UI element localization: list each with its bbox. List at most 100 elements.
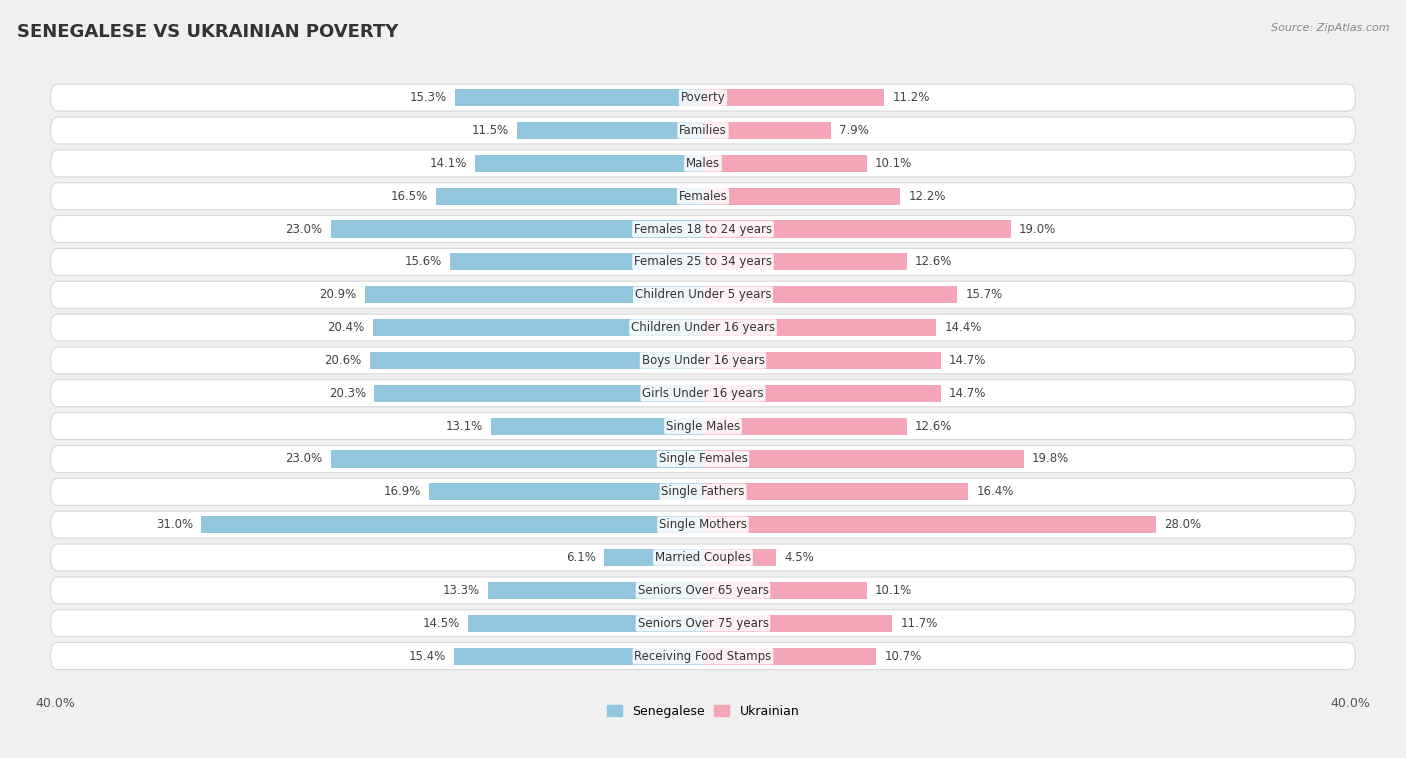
Text: 12.6%: 12.6% [915, 255, 952, 268]
Text: 20.9%: 20.9% [319, 288, 357, 301]
Text: Children Under 5 years: Children Under 5 years [634, 288, 772, 301]
Text: 23.0%: 23.0% [285, 223, 322, 236]
Text: 16.9%: 16.9% [384, 485, 422, 498]
Text: Single Mothers: Single Mothers [659, 518, 747, 531]
Text: 14.1%: 14.1% [429, 157, 467, 170]
Text: Females: Females [679, 190, 727, 202]
Bar [373, 319, 703, 336]
FancyBboxPatch shape [51, 84, 1355, 111]
Bar [703, 418, 907, 434]
FancyBboxPatch shape [51, 446, 1355, 472]
Bar [436, 188, 703, 205]
Bar [703, 549, 776, 566]
Text: 4.5%: 4.5% [785, 551, 814, 564]
Bar [703, 352, 941, 369]
Text: 15.4%: 15.4% [408, 650, 446, 662]
Text: 12.6%: 12.6% [915, 420, 952, 433]
Bar [703, 155, 866, 172]
FancyBboxPatch shape [51, 281, 1355, 309]
Text: 20.6%: 20.6% [325, 354, 361, 367]
FancyBboxPatch shape [51, 150, 1355, 177]
Bar [703, 647, 876, 665]
Text: 14.5%: 14.5% [423, 617, 460, 630]
Bar [703, 221, 1011, 237]
Bar [703, 516, 1156, 533]
Text: 31.0%: 31.0% [156, 518, 193, 531]
Text: 14.7%: 14.7% [949, 354, 987, 367]
Bar [605, 549, 703, 566]
Text: 13.3%: 13.3% [443, 584, 479, 597]
Text: 19.8%: 19.8% [1032, 453, 1069, 465]
FancyBboxPatch shape [51, 478, 1355, 506]
Text: Females 18 to 24 years: Females 18 to 24 years [634, 223, 772, 236]
Text: Families: Families [679, 124, 727, 137]
Text: 6.1%: 6.1% [567, 551, 596, 564]
Text: 14.7%: 14.7% [949, 387, 987, 399]
Text: SENEGALESE VS UKRAINIAN POVERTY: SENEGALESE VS UKRAINIAN POVERTY [17, 23, 398, 41]
Text: 11.7%: 11.7% [900, 617, 938, 630]
FancyBboxPatch shape [51, 544, 1355, 571]
Bar [330, 221, 703, 237]
Bar [374, 385, 703, 402]
FancyBboxPatch shape [51, 249, 1355, 275]
Text: Receiving Food Stamps: Receiving Food Stamps [634, 650, 772, 662]
Bar [456, 89, 703, 106]
Text: Seniors Over 65 years: Seniors Over 65 years [637, 584, 769, 597]
Text: Poverty: Poverty [681, 91, 725, 104]
Text: Single Females: Single Females [658, 453, 748, 465]
Text: 11.5%: 11.5% [471, 124, 509, 137]
Bar [703, 319, 936, 336]
Text: Boys Under 16 years: Boys Under 16 years [641, 354, 765, 367]
Bar [703, 287, 957, 303]
Bar [517, 122, 703, 139]
Bar [703, 615, 893, 631]
Text: Married Couples: Married Couples [655, 551, 751, 564]
Text: 13.1%: 13.1% [446, 420, 482, 433]
FancyBboxPatch shape [51, 117, 1355, 144]
FancyBboxPatch shape [51, 380, 1355, 407]
Text: 28.0%: 28.0% [1164, 518, 1202, 531]
Bar [703, 122, 831, 139]
Text: 16.5%: 16.5% [391, 190, 427, 202]
Bar [370, 352, 703, 369]
Bar [450, 253, 703, 271]
Text: 10.1%: 10.1% [875, 157, 912, 170]
Bar [703, 188, 900, 205]
Bar [364, 287, 703, 303]
Bar [703, 253, 907, 271]
Text: 12.2%: 12.2% [908, 190, 946, 202]
Text: 15.3%: 15.3% [411, 91, 447, 104]
Text: 15.7%: 15.7% [966, 288, 1002, 301]
FancyBboxPatch shape [51, 511, 1355, 538]
Bar [488, 582, 703, 599]
Text: Males: Males [686, 157, 720, 170]
Text: 19.0%: 19.0% [1019, 223, 1056, 236]
Bar [475, 155, 703, 172]
Bar [703, 582, 866, 599]
FancyBboxPatch shape [51, 314, 1355, 341]
Text: Females 25 to 34 years: Females 25 to 34 years [634, 255, 772, 268]
Bar [468, 615, 703, 631]
Bar [703, 450, 1024, 468]
Text: Single Males: Single Males [666, 420, 740, 433]
FancyBboxPatch shape [51, 183, 1355, 210]
Text: 10.1%: 10.1% [875, 584, 912, 597]
Bar [330, 450, 703, 468]
Text: 16.4%: 16.4% [977, 485, 1014, 498]
Text: 20.3%: 20.3% [329, 387, 367, 399]
FancyBboxPatch shape [51, 347, 1355, 374]
Text: Source: ZipAtlas.com: Source: ZipAtlas.com [1271, 23, 1389, 33]
Text: Single Fathers: Single Fathers [661, 485, 745, 498]
FancyBboxPatch shape [51, 412, 1355, 440]
Text: 11.2%: 11.2% [893, 91, 929, 104]
Text: Children Under 16 years: Children Under 16 years [631, 321, 775, 334]
Text: Seniors Over 75 years: Seniors Over 75 years [637, 617, 769, 630]
FancyBboxPatch shape [51, 215, 1355, 243]
Bar [703, 484, 969, 500]
Text: 15.6%: 15.6% [405, 255, 443, 268]
Legend: Senegalese, Ukrainian: Senegalese, Ukrainian [602, 700, 804, 722]
Bar [703, 89, 884, 106]
Text: 10.7%: 10.7% [884, 650, 921, 662]
Bar [454, 647, 703, 665]
Bar [703, 385, 941, 402]
